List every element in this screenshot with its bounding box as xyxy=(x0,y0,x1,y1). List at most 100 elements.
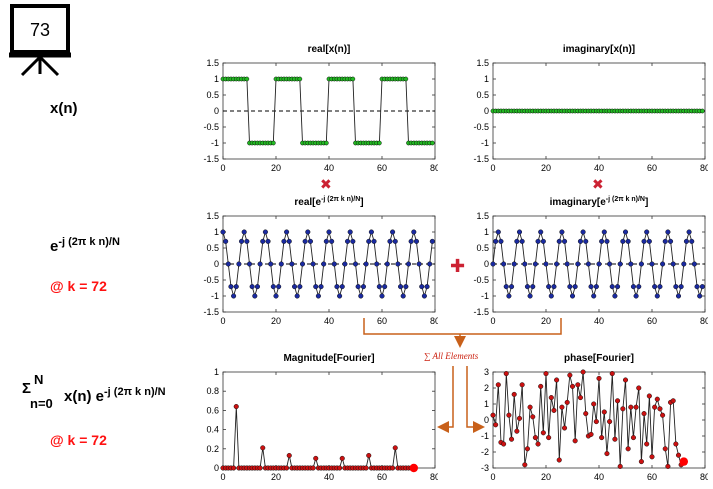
data-point xyxy=(641,411,647,417)
data-point xyxy=(324,140,329,146)
y-tick-label: -1.5 xyxy=(203,307,219,317)
data-point xyxy=(511,391,517,397)
data-point xyxy=(697,293,703,299)
data-point xyxy=(665,463,671,469)
data-point xyxy=(429,238,435,244)
data-point xyxy=(609,284,615,290)
data-point xyxy=(599,435,605,441)
data-point xyxy=(535,238,541,244)
data-point xyxy=(615,398,621,404)
data-point xyxy=(540,238,546,244)
data-point xyxy=(262,229,268,235)
data-point xyxy=(622,229,629,235)
data-point xyxy=(273,293,279,299)
y-tick-label: -1 xyxy=(211,138,219,148)
data-point xyxy=(607,261,613,267)
data-point xyxy=(644,441,650,447)
data-point xyxy=(646,238,652,244)
data-point xyxy=(493,422,499,428)
y-tick-label: 0 xyxy=(484,259,489,269)
data-point xyxy=(278,261,284,267)
connector-magnitude-arrow xyxy=(437,366,454,433)
y-tick-label: 0 xyxy=(484,415,489,425)
data-point xyxy=(326,229,332,235)
data-point xyxy=(307,238,313,244)
x-tick-label: 20 xyxy=(541,472,551,482)
data-point xyxy=(241,229,247,235)
label-kernel: e-j (2π k n)/N xyxy=(50,236,120,255)
data-point xyxy=(376,284,382,290)
x-tick-label: 80 xyxy=(430,316,438,326)
y-tick-label: -1.5 xyxy=(473,154,489,164)
data-point xyxy=(564,261,570,267)
y-tick-label: 0 xyxy=(214,463,219,473)
data-point xyxy=(540,430,546,436)
data-point xyxy=(612,293,618,299)
data-point xyxy=(405,261,412,267)
data-point xyxy=(617,463,623,469)
label-sum-formula: Σ N n=0 x(n) e-j (2π k n)/N xyxy=(22,372,202,416)
data-point xyxy=(527,293,533,299)
y-tick-label: -1 xyxy=(211,291,219,301)
x-tick-label: 40 xyxy=(594,472,604,482)
chart-real-x: real[x(n)]1.510.50-0.5-1-1.50 20 40 60 80 xyxy=(203,44,438,173)
data-point xyxy=(585,261,591,267)
data-point xyxy=(670,261,676,267)
x-tick-label: 80 xyxy=(700,472,708,482)
data-point xyxy=(601,409,607,415)
data-point xyxy=(622,377,629,383)
chart-title: real[e-j (2π k n)/N] xyxy=(294,196,363,208)
data-point xyxy=(675,293,682,299)
data-point xyxy=(493,238,499,244)
series-line xyxy=(222,230,433,298)
y-tick-label: -2 xyxy=(481,447,489,457)
data-point xyxy=(599,238,605,244)
data-point xyxy=(572,438,578,444)
label-x-of-n: x(n) xyxy=(50,100,78,117)
data-point xyxy=(559,229,565,235)
data-point xyxy=(572,284,578,290)
data-point xyxy=(569,383,576,389)
data-point xyxy=(503,284,509,290)
y-tick-label: 1.5 xyxy=(206,211,219,221)
data-point xyxy=(501,441,507,447)
data-point xyxy=(638,459,644,465)
presentation-board-icon: 73 xyxy=(9,4,71,77)
data-point xyxy=(363,465,369,471)
chart-title-exponent: -j (2π k n)/N xyxy=(321,196,360,203)
data-point xyxy=(329,238,335,244)
data-point xyxy=(260,445,266,451)
data-point xyxy=(625,238,631,244)
data-point xyxy=(395,261,401,267)
data-point xyxy=(514,428,520,434)
y-tick-label: -1 xyxy=(481,291,489,301)
data-point xyxy=(368,229,374,235)
data-point xyxy=(593,419,599,425)
y-tick-label: -0.5 xyxy=(473,122,489,132)
data-point xyxy=(270,284,276,290)
data-point xyxy=(543,371,549,377)
data-point xyxy=(305,229,311,235)
data-point xyxy=(400,293,406,299)
data-point xyxy=(681,261,687,267)
data-point xyxy=(694,284,700,290)
data-point xyxy=(657,406,663,412)
data-point xyxy=(220,229,226,235)
data-point xyxy=(509,284,515,290)
data-point xyxy=(593,284,599,290)
data-point xyxy=(691,261,697,267)
data-point xyxy=(363,261,369,267)
data-point xyxy=(231,465,237,471)
data-point xyxy=(524,284,530,290)
x-tick-label: 40 xyxy=(594,316,604,326)
data-point xyxy=(244,238,250,244)
y-tick-label: 0.5 xyxy=(476,243,489,253)
data-point xyxy=(223,238,229,244)
data-point xyxy=(377,140,382,146)
data-point xyxy=(625,446,631,452)
y-tick-label: 0.5 xyxy=(476,90,489,100)
x-tick-label: 60 xyxy=(647,316,657,326)
data-point xyxy=(699,284,705,290)
data-point xyxy=(596,375,602,381)
data-point xyxy=(673,284,679,290)
